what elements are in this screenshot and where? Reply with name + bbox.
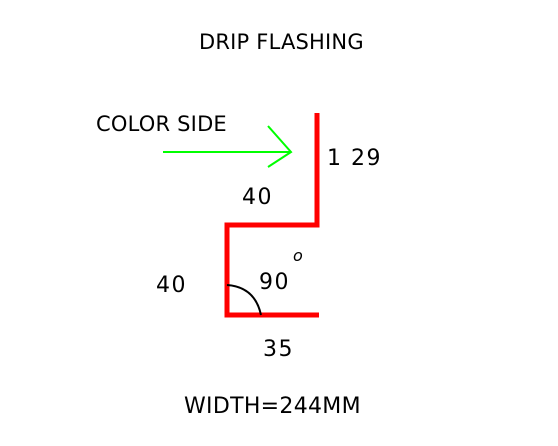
color-side-arrow — [163, 125, 293, 168]
flashing-profile-line — [224, 113, 320, 318]
dimension-vertical-leg: 40 — [156, 273, 187, 298]
arrow-head — [267, 125, 293, 168]
dimension-bottom-leg: 35 — [263, 337, 294, 362]
color-side-label: COLOR SIDE — [96, 112, 227, 136]
degree-symbol: o — [293, 246, 303, 265]
dimension-top-leg: 1 29 — [327, 146, 382, 171]
angle-arc — [226, 284, 262, 316]
total-width-label: WIDTH=244MM — [184, 394, 361, 419]
diagram-title: DRIP FLASHING — [199, 30, 364, 54]
angle-value: 90 — [259, 270, 290, 295]
dimension-upper-return: 40 — [242, 185, 273, 210]
